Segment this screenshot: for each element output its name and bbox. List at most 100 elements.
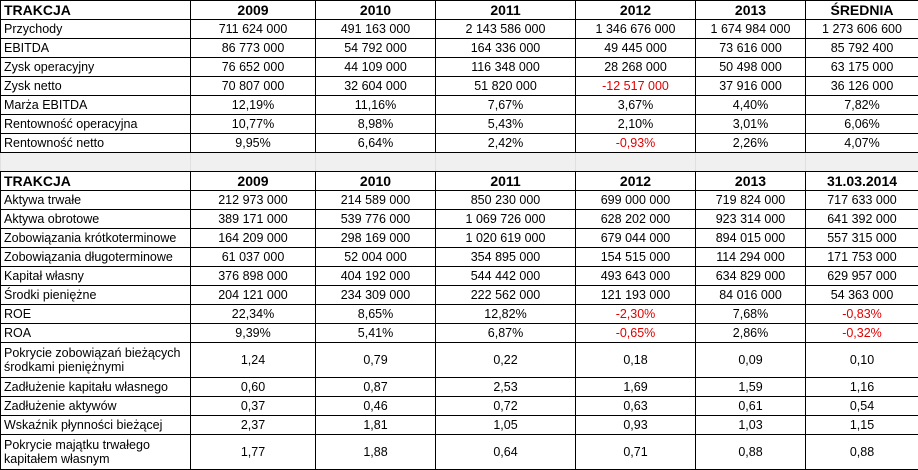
row-label: Rentowność operacyjna xyxy=(1,115,191,134)
column-header: ŚREDNIA xyxy=(806,1,918,20)
table-cell: 4,40% xyxy=(696,96,806,115)
separator-cell xyxy=(696,153,806,172)
column-header: 2010 xyxy=(316,172,436,191)
table-cell: 3,01% xyxy=(696,115,806,134)
table-cell: 2,10% xyxy=(576,115,696,134)
row-label: Rentowność netto xyxy=(1,134,191,153)
table-cell: 679 044 000 xyxy=(576,229,696,248)
row-label: Marża EBITDA xyxy=(1,96,191,115)
row-label: Wskaźnik płynności bieżącej xyxy=(1,416,191,435)
table-cell: 6,06% xyxy=(806,115,918,134)
table-cell: 634 829 000 xyxy=(696,267,806,286)
row-label: Zadłużenie kapitału własnego xyxy=(1,378,191,397)
column-header: 2009 xyxy=(191,1,316,20)
section-title: TRAKCJA xyxy=(1,172,191,191)
table-cell: 52 004 000 xyxy=(316,248,436,267)
table-cell: 5,41% xyxy=(316,324,436,343)
column-header: 2009 xyxy=(191,172,316,191)
table-cell: 1,15 xyxy=(806,416,918,435)
table-cell: 7,68% xyxy=(696,305,806,324)
column-header: 2013 xyxy=(696,1,806,20)
table-cell: 539 776 000 xyxy=(316,210,436,229)
separator-cell xyxy=(316,153,436,172)
table-cell: 9,95% xyxy=(191,134,316,153)
row-label: Zysk netto xyxy=(1,77,191,96)
table-cell: -12 517 000 xyxy=(576,77,696,96)
table-cell: 2,86% xyxy=(696,324,806,343)
table-cell: 8,98% xyxy=(316,115,436,134)
section-title: TRAKCJA xyxy=(1,1,191,20)
table-cell: 0,93 xyxy=(576,416,696,435)
table-cell: 63 175 000 xyxy=(806,58,918,77)
table-cell: 1 020 619 000 xyxy=(436,229,576,248)
table-cell: 54 792 000 xyxy=(316,39,436,58)
row-label: Środki pieniężne xyxy=(1,286,191,305)
table-cell: 204 121 000 xyxy=(191,286,316,305)
table-cell: 0,60 xyxy=(191,378,316,397)
table-cell: 557 315 000 xyxy=(806,229,918,248)
separator-cell xyxy=(1,153,191,172)
table-cell: 51 820 000 xyxy=(436,77,576,96)
table-cell: 114 294 000 xyxy=(696,248,806,267)
table-cell: 404 192 000 xyxy=(316,267,436,286)
table-cell: 0,71 xyxy=(576,435,696,470)
table-cell: 923 314 000 xyxy=(696,210,806,229)
table-cell: 1,77 xyxy=(191,435,316,470)
table-cell: 54 363 000 xyxy=(806,286,918,305)
table-cell: 0,61 xyxy=(696,397,806,416)
table-cell: 699 000 000 xyxy=(576,191,696,210)
table-cell: 44 109 000 xyxy=(316,58,436,77)
table-cell: 389 171 000 xyxy=(191,210,316,229)
row-label: Zadłużenie aktywów xyxy=(1,397,191,416)
row-label: Pokrycie majątku trwałego kapitałem włas… xyxy=(1,435,191,470)
column-header: 2012 xyxy=(576,1,696,20)
row-label: ROA xyxy=(1,324,191,343)
table-cell: 76 652 000 xyxy=(191,58,316,77)
table-cell: 1,05 xyxy=(436,416,576,435)
table-cell: 212 973 000 xyxy=(191,191,316,210)
row-label: Zysk operacyjny xyxy=(1,58,191,77)
column-header: 31.03.2014 xyxy=(806,172,918,191)
table-cell: 36 126 000 xyxy=(806,77,918,96)
table-cell: 1,16 xyxy=(806,378,918,397)
table-cell: -2,30% xyxy=(576,305,696,324)
table-cell: 1,88 xyxy=(316,435,436,470)
row-label: Zobowiązania krótkoterminowe xyxy=(1,229,191,248)
table-cell: 3,67% xyxy=(576,96,696,115)
table-cell: 84 016 000 xyxy=(696,286,806,305)
table-cell: 2,42% xyxy=(436,134,576,153)
table-cell: 2,26% xyxy=(696,134,806,153)
table-cell: 5,43% xyxy=(436,115,576,134)
row-label: Aktywa obrotowe xyxy=(1,210,191,229)
row-label: Zobowiązania długoterminowe xyxy=(1,248,191,267)
table-cell: 0,79 xyxy=(316,343,436,378)
table-cell: 9,39% xyxy=(191,324,316,343)
table-cell: 61 037 000 xyxy=(191,248,316,267)
table-cell: 49 445 000 xyxy=(576,39,696,58)
table-cell: -0,65% xyxy=(576,324,696,343)
column-header: 2013 xyxy=(696,172,806,191)
table-cell: -0,83% xyxy=(806,305,918,324)
table-cell: 32 604 000 xyxy=(316,77,436,96)
table-cell: 376 898 000 xyxy=(191,267,316,286)
table-cell: 2 143 586 000 xyxy=(436,20,576,39)
table-cell: 37 916 000 xyxy=(696,77,806,96)
table-cell: 22,34% xyxy=(191,305,316,324)
table-cell: 222 562 000 xyxy=(436,286,576,305)
table-cell: 1 674 984 000 xyxy=(696,20,806,39)
table-cell: 85 792 400 xyxy=(806,39,918,58)
table-cell: 0,09 xyxy=(696,343,806,378)
